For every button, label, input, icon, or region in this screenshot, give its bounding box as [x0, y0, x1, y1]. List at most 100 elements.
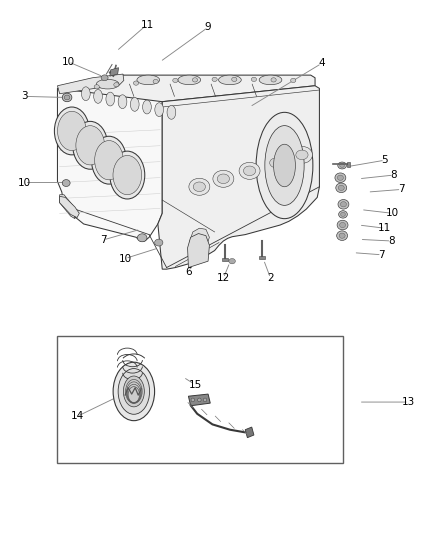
Ellipse shape — [57, 111, 86, 150]
Polygon shape — [188, 394, 210, 406]
Ellipse shape — [113, 156, 141, 195]
Polygon shape — [60, 195, 75, 219]
Text: 11: 11 — [140, 20, 154, 30]
Ellipse shape — [110, 151, 145, 199]
Polygon shape — [57, 74, 124, 94]
Ellipse shape — [54, 107, 89, 155]
Ellipse shape — [178, 75, 201, 85]
Ellipse shape — [106, 92, 115, 106]
Ellipse shape — [155, 239, 163, 246]
Ellipse shape — [113, 362, 155, 421]
Ellipse shape — [340, 201, 346, 207]
Ellipse shape — [271, 78, 276, 82]
Ellipse shape — [96, 79, 119, 89]
Ellipse shape — [239, 163, 260, 179]
Ellipse shape — [76, 126, 105, 165]
Ellipse shape — [153, 79, 158, 84]
Ellipse shape — [338, 199, 349, 209]
Ellipse shape — [62, 180, 70, 187]
Ellipse shape — [337, 175, 343, 180]
Polygon shape — [189, 228, 209, 253]
Ellipse shape — [338, 185, 344, 190]
Polygon shape — [60, 196, 79, 217]
Text: 6: 6 — [185, 267, 192, 277]
Ellipse shape — [296, 150, 308, 160]
Polygon shape — [187, 233, 209, 268]
Ellipse shape — [138, 234, 147, 242]
Ellipse shape — [340, 164, 345, 167]
Text: 13: 13 — [402, 397, 416, 407]
Text: 7: 7 — [398, 184, 405, 195]
Ellipse shape — [290, 78, 296, 83]
Ellipse shape — [213, 170, 234, 187]
Ellipse shape — [256, 112, 313, 219]
Text: 15: 15 — [188, 379, 201, 390]
Ellipse shape — [270, 158, 282, 167]
Ellipse shape — [81, 87, 90, 101]
Ellipse shape — [274, 144, 295, 187]
Ellipse shape — [339, 211, 347, 218]
Ellipse shape — [101, 75, 108, 80]
Ellipse shape — [219, 75, 241, 85]
Ellipse shape — [229, 259, 235, 264]
Bar — [57, 336, 343, 463]
Polygon shape — [110, 68, 119, 76]
Text: 2: 2 — [267, 273, 274, 283]
Ellipse shape — [167, 106, 176, 119]
Text: 10: 10 — [18, 177, 31, 188]
Ellipse shape — [217, 174, 230, 183]
Ellipse shape — [265, 126, 304, 205]
Polygon shape — [57, 75, 162, 241]
Ellipse shape — [143, 100, 151, 114]
Ellipse shape — [338, 162, 346, 169]
Polygon shape — [259, 256, 265, 259]
Text: 4: 4 — [318, 59, 325, 68]
Text: 10: 10 — [386, 208, 399, 219]
Ellipse shape — [244, 166, 256, 175]
Ellipse shape — [73, 122, 108, 169]
Ellipse shape — [62, 93, 72, 102]
Polygon shape — [57, 75, 315, 102]
Text: 3: 3 — [21, 91, 28, 101]
Polygon shape — [222, 258, 228, 261]
Ellipse shape — [191, 398, 194, 402]
Polygon shape — [158, 86, 319, 269]
Polygon shape — [245, 427, 254, 438]
Ellipse shape — [337, 220, 348, 230]
Ellipse shape — [134, 81, 139, 85]
Text: 7: 7 — [378, 250, 385, 260]
Ellipse shape — [251, 77, 257, 82]
Ellipse shape — [173, 78, 178, 83]
Text: 9: 9 — [205, 22, 212, 33]
Ellipse shape — [155, 103, 163, 117]
Ellipse shape — [212, 77, 217, 82]
Ellipse shape — [339, 222, 346, 228]
Ellipse shape — [337, 231, 348, 240]
Ellipse shape — [94, 90, 102, 103]
Ellipse shape — [95, 141, 123, 180]
Ellipse shape — [189, 178, 210, 195]
Ellipse shape — [259, 75, 282, 85]
Ellipse shape — [335, 173, 346, 182]
Ellipse shape — [131, 98, 139, 111]
Ellipse shape — [137, 75, 159, 85]
Ellipse shape — [232, 77, 237, 82]
Ellipse shape — [114, 83, 119, 87]
Ellipse shape — [118, 368, 150, 414]
Text: 5: 5 — [381, 155, 388, 165]
Ellipse shape — [341, 212, 346, 216]
Ellipse shape — [64, 95, 70, 100]
Ellipse shape — [124, 376, 145, 407]
Polygon shape — [347, 163, 350, 166]
Ellipse shape — [118, 95, 127, 109]
Ellipse shape — [203, 398, 207, 402]
Text: 8: 8 — [388, 236, 395, 246]
Text: 12: 12 — [217, 273, 230, 283]
Text: 7: 7 — [100, 235, 106, 245]
Ellipse shape — [265, 155, 286, 171]
Ellipse shape — [192, 78, 198, 82]
Text: 14: 14 — [71, 411, 84, 422]
Ellipse shape — [92, 136, 127, 184]
Ellipse shape — [198, 398, 201, 402]
Ellipse shape — [291, 147, 312, 164]
